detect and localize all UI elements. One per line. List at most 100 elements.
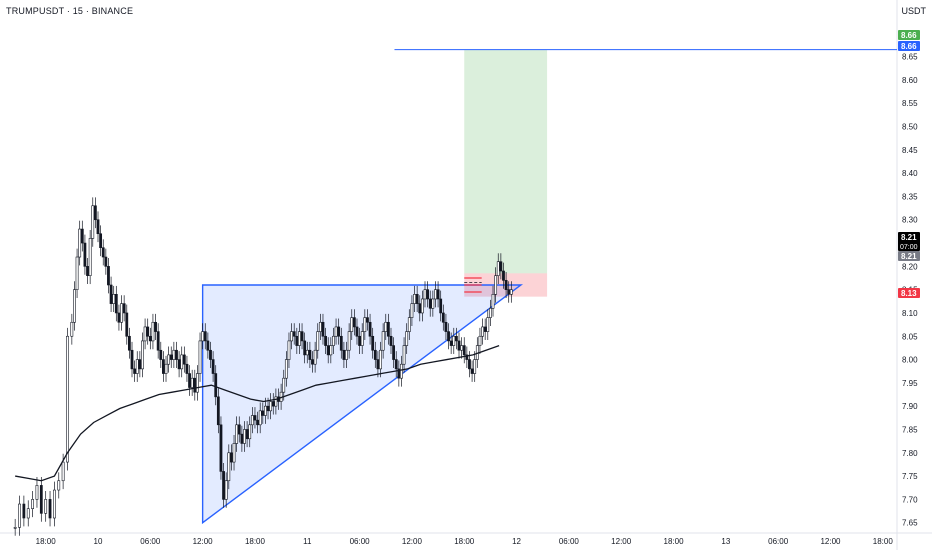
candle: [75, 248, 79, 299]
candle: [80, 220, 84, 252]
candle-body: [420, 298, 424, 314]
candle: [52, 481, 56, 527]
symbol-title: TRUMPUSDT · 15 · BINANCE: [6, 6, 134, 16]
x-tick-label: 18:00: [664, 537, 685, 546]
candle-body: [209, 349, 212, 360]
price-badge: 8.66: [898, 41, 920, 51]
candle-body: [127, 335, 131, 351]
candle: [413, 285, 416, 313]
candle: [392, 337, 396, 368]
candle: [452, 327, 456, 354]
candle: [250, 407, 254, 434]
candle-body: [318, 321, 322, 332]
candle-body: [219, 424, 223, 472]
candle-body: [99, 233, 103, 249]
candle: [258, 402, 262, 434]
candle-body: [507, 289, 511, 295]
candle-body: [135, 359, 139, 374]
candle: [127, 327, 131, 359]
candle: [232, 435, 236, 471]
y-tick-label: 8.00: [902, 356, 918, 365]
candle-body: [203, 331, 207, 342]
candle: [182, 346, 186, 373]
candle-body: [271, 401, 275, 407]
candle-body: [258, 410, 262, 426]
candle: [384, 313, 388, 340]
candle-body: [332, 335, 335, 346]
candle: [316, 323, 320, 359]
candle: [292, 323, 296, 345]
candle: [478, 327, 482, 354]
y-tick-label: 8.40: [902, 169, 918, 178]
candle: [264, 397, 267, 424]
candle: [350, 309, 354, 340]
y-tick-label: 7.75: [902, 472, 918, 481]
candle: [227, 444, 231, 490]
candle: [420, 290, 424, 322]
candle-body: [441, 312, 445, 323]
candle-body: [334, 326, 338, 337]
price-badge-bg: [898, 251, 920, 261]
candle-body: [509, 289, 513, 295]
candle-body: [73, 289, 76, 323]
candle: [444, 313, 448, 340]
candle: [465, 346, 469, 368]
candle-body: [308, 349, 312, 360]
candle: [151, 313, 155, 350]
candle-body: [250, 415, 254, 426]
candle: [222, 463, 225, 508]
candle: [405, 323, 409, 354]
y-tick-label: 7.90: [902, 402, 918, 411]
candle-body: [70, 321, 74, 337]
candle-body: [261, 410, 265, 416]
candle-body: [222, 471, 225, 500]
candle-body: [298, 331, 301, 346]
candle-body: [329, 345, 333, 356]
candle-body: [405, 331, 409, 346]
candle-body: [444, 321, 448, 332]
candle: [318, 313, 322, 340]
candle: [386, 313, 390, 345]
candle: [488, 299, 492, 327]
candle: [368, 313, 372, 345]
candle-body: [269, 401, 273, 412]
candle: [342, 341, 346, 368]
y-tick-label: 7.95: [902, 379, 918, 388]
x-tick-label: 18:00: [245, 537, 266, 546]
price-badge-text: 8.13: [901, 289, 917, 298]
candle-body: [379, 349, 382, 370]
candle: [308, 341, 312, 368]
candle: [203, 323, 207, 350]
candle-body: [39, 485, 43, 514]
candle: [109, 276, 113, 313]
candle-body: [481, 326, 484, 337]
candle: [214, 365, 218, 406]
candle: [298, 323, 301, 354]
candle-body: [373, 349, 377, 360]
candle: [120, 295, 123, 331]
candle: [70, 313, 74, 345]
candle: [431, 290, 435, 317]
candle: [494, 267, 498, 303]
price-badge: 8.66: [898, 30, 920, 40]
x-tick-label: 06:00: [559, 537, 580, 546]
candle-body: [460, 345, 464, 351]
candle-body: [148, 335, 152, 342]
candle-body: [101, 247, 105, 258]
candle: [256, 411, 259, 434]
candle-body: [48, 499, 52, 519]
candle: [88, 229, 92, 285]
candle: [282, 369, 286, 401]
candle-body: [75, 256, 79, 290]
candle: [39, 477, 43, 522]
candle-body: [117, 312, 121, 323]
price-badge-countdown: 07:00: [900, 244, 918, 251]
candle: [287, 332, 291, 368]
candle-body: [303, 340, 307, 356]
candle-body: [326, 345, 330, 356]
candle-body: [282, 377, 286, 393]
candle-body: [104, 256, 108, 267]
candle-body: [389, 335, 393, 346]
